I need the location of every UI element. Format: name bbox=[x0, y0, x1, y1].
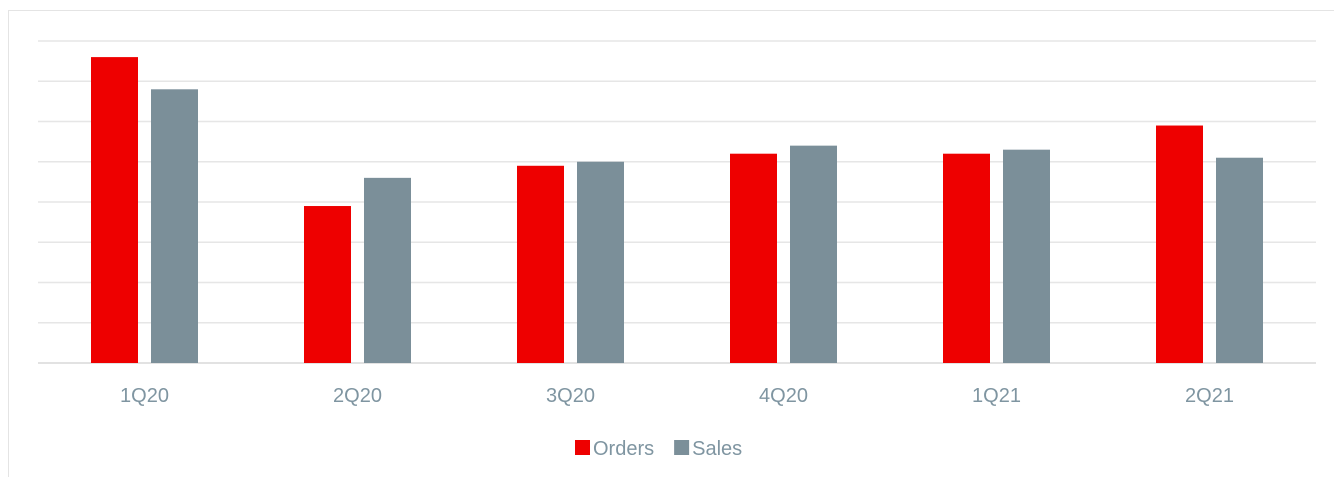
bar-sales-3q20 bbox=[577, 161, 624, 363]
x-tick-label: 2Q20 bbox=[333, 385, 382, 407]
gridlines bbox=[38, 40, 1316, 364]
x-tick-label: 1Q20 bbox=[120, 385, 169, 407]
bar-orders-3q20 bbox=[517, 165, 564, 363]
x-tick-label: 2Q21 bbox=[1185, 385, 1234, 407]
x-axis-tick-labels: 1Q20 2Q20 3Q20 4Q20 1Q21 2Q21 bbox=[120, 385, 1234, 407]
bar-orders-1q21 bbox=[943, 153, 990, 363]
bar-sales-4q20 bbox=[790, 145, 837, 363]
x-tick-label: 4Q20 bbox=[759, 385, 808, 407]
bars bbox=[91, 57, 1263, 364]
bar-orders-2q21 bbox=[1156, 125, 1203, 364]
legend-label-sales: Sales bbox=[692, 438, 742, 460]
bar-sales-2q20 bbox=[364, 177, 411, 363]
legend-swatch-orders bbox=[575, 440, 590, 455]
legend-label-orders: Orders bbox=[593, 438, 654, 460]
bar-sales-1q20 bbox=[151, 89, 198, 364]
chart-frame bbox=[8, 10, 1334, 477]
legend: Orders Sales bbox=[575, 438, 742, 460]
bar-orders-2q20 bbox=[304, 206, 351, 363]
bar-sales-2q21 bbox=[1216, 157, 1263, 363]
legend-swatch-sales bbox=[674, 440, 690, 455]
bar-sales-1q21 bbox=[1003, 149, 1050, 363]
bar-orders-1q20 bbox=[91, 57, 138, 363]
bar-orders-4q20 bbox=[730, 153, 777, 363]
x-tick-label: 1Q21 bbox=[972, 385, 1021, 407]
x-tick-label: 3Q20 bbox=[546, 385, 595, 407]
